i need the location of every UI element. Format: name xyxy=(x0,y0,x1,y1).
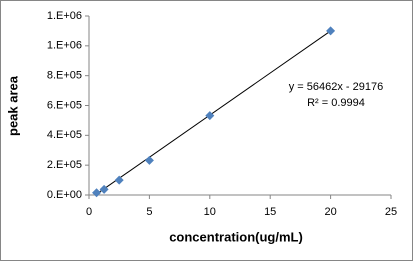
x-tick-label: 0 xyxy=(86,206,92,218)
y-tick-label: 1.E+06 xyxy=(47,40,82,52)
y-tick-label: 2.E+05 xyxy=(47,159,82,171)
x-tick-label: 15 xyxy=(264,206,276,218)
y-tick-label: 8.E+05 xyxy=(47,70,82,82)
y-tick-label: 1.E+06 xyxy=(47,10,82,22)
data-point xyxy=(144,155,154,165)
y-tick-label: 6.E+05 xyxy=(47,99,82,111)
data-point xyxy=(99,184,109,194)
data-point xyxy=(92,188,102,198)
x-tick-label: 10 xyxy=(204,206,216,218)
r2-annotation: R² = 0.9994 xyxy=(307,97,365,109)
data-point xyxy=(205,111,215,121)
x-tick-label: 5 xyxy=(146,206,152,218)
y-tick-label: 4.E+05 xyxy=(47,129,82,141)
trendline xyxy=(96,30,331,195)
data-point xyxy=(114,175,124,185)
y-axis-label: peak area xyxy=(5,75,20,136)
x-tick-label: 25 xyxy=(385,206,397,218)
x-axis-label: concentration(ug/mL) xyxy=(169,229,303,244)
x-tick-label: 20 xyxy=(324,206,336,218)
equation-annotation: y = 56462x - 29176 xyxy=(289,81,384,93)
y-tick-label: 0.E+00 xyxy=(47,189,82,201)
data-point xyxy=(326,26,336,36)
